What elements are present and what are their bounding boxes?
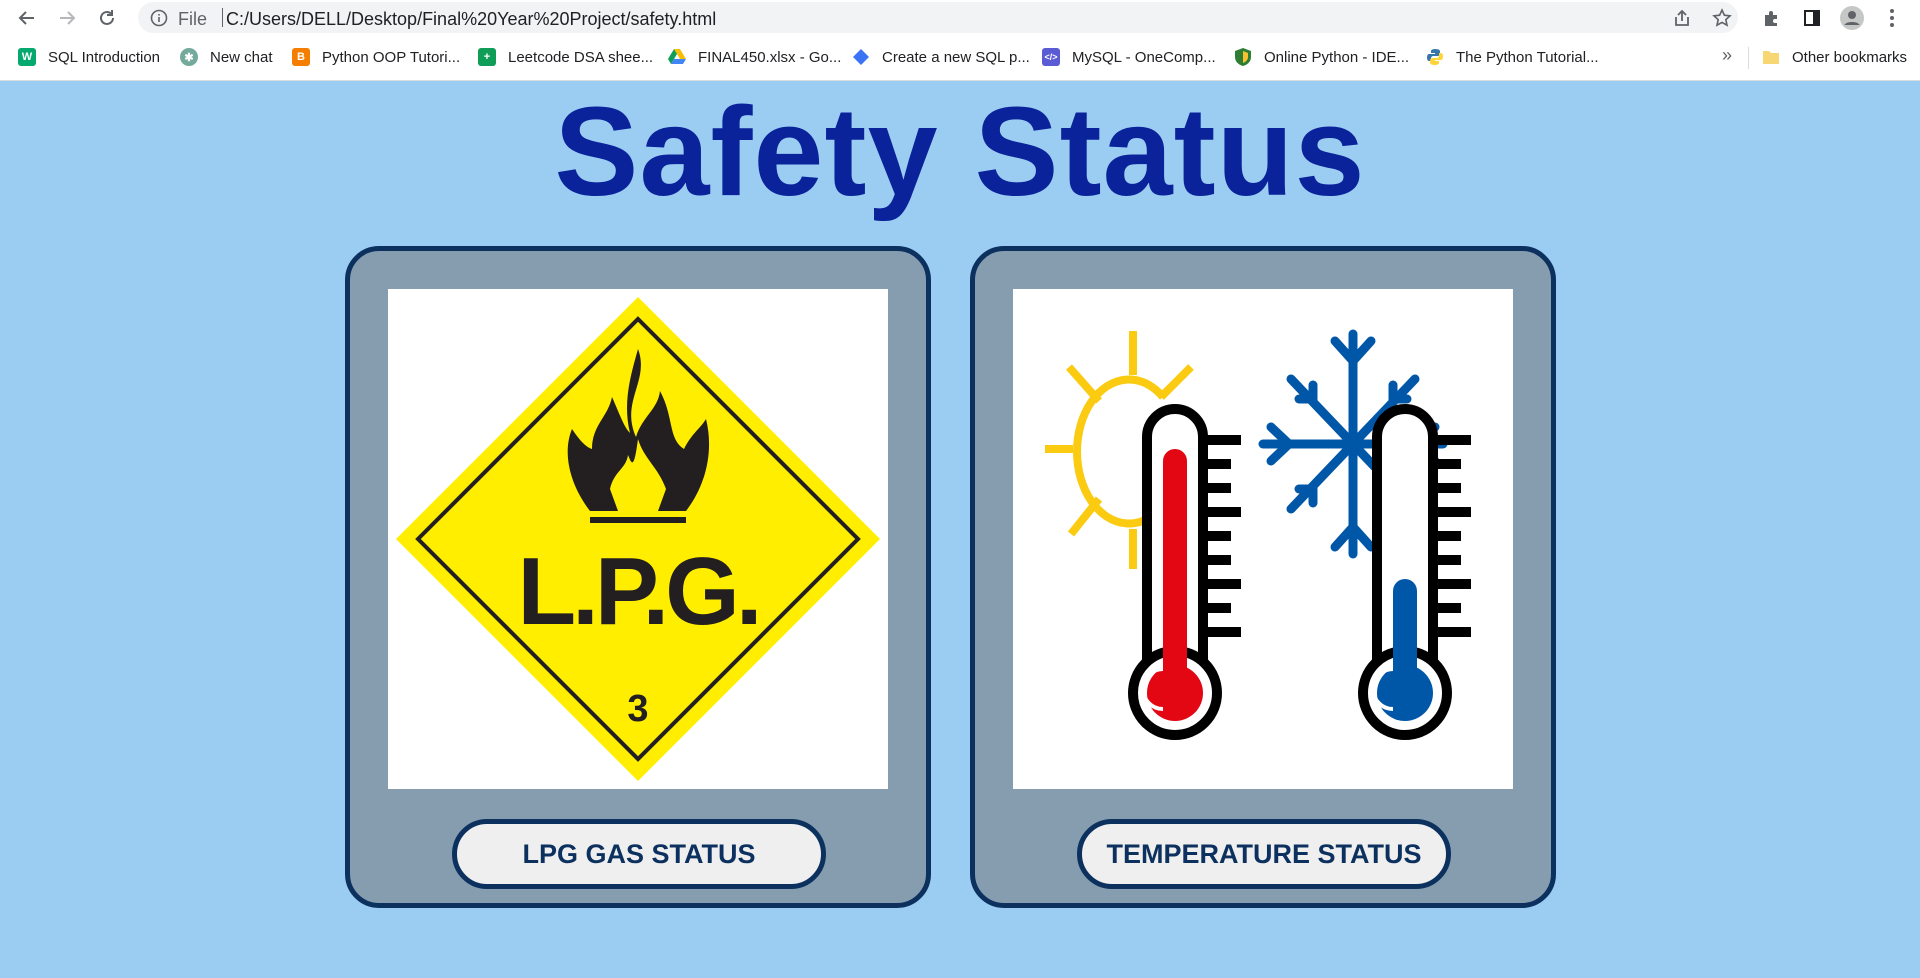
dbdiagram-icon [852,48,870,66]
info-icon[interactable] [150,9,168,27]
bookmarks-overflow-button[interactable]: » [1722,45,1733,65]
bookmark-online-python[interactable]: Online Python - IDE... [1234,45,1409,69]
reload-button[interactable] [94,5,120,31]
bookmark-final450[interactable]: FINAL450.xlsx - Go... [668,45,841,69]
side-panel-icon [1804,10,1820,26]
bookmark-create-sql[interactable]: Create a new SQL p... [852,45,1030,69]
lpg-gas-status-button[interactable]: LPG GAS STATUS [452,819,826,889]
google-drive-icon [668,48,686,66]
bookmark-python-oop[interactable]: B Python OOP Tutori... [292,45,460,69]
address-bar[interactable]: File C:/Users/DELL/Desktop/Final%20Year%… [138,2,1738,33]
url-scheme: File [178,9,208,29]
bookmark-label: SQL Introduction [48,48,161,66]
other-bookmarks-folder[interactable]: Other bookmarks [1762,45,1907,69]
bookmark-label: The Python Tutorial... [1456,48,1599,66]
share-icon[interactable] [1672,8,1692,28]
hot-thermometer-icon [1128,404,1241,740]
page-title: Safety Status [554,81,1366,222]
lpg-hazard-sign: L.P.G. 3 [388,289,888,789]
lpg-status-card: L.P.G. 3 LPG GAS STATUS [345,246,931,908]
back-button[interactable] [14,5,40,31]
sun-icon [1045,331,1194,569]
extensions-button[interactable] [1759,5,1785,31]
other-bookmarks-label: Other bookmarks [1792,48,1908,66]
side-panel-button[interactable] [1799,5,1825,31]
bookmark-python-tutorial[interactable]: The Python Tutorial... [1426,45,1599,69]
url-text[interactable]: C:/Users/DELL/Desktop/Final%20Year%20Pro… [226,9,717,29]
avatar-icon [1840,6,1864,30]
w3schools-icon: W [18,48,36,66]
browser-menu-button[interactable] [1879,5,1905,31]
chatgpt-icon: ✱ [180,48,198,66]
blogger-icon: B [292,48,310,66]
python-icon [1426,48,1444,66]
temperature-status-button[interactable]: TEMPERATURE STATUS [1077,819,1451,889]
bookmark-label: Online Python - IDE... [1264,48,1410,66]
google-sheets-icon: + [478,48,496,66]
onecompiler-icon: </> [1042,48,1060,66]
bookmark-label: Leetcode DSA shee... [508,48,654,66]
kebab-menu-icon [1890,9,1894,27]
bookmark-label: Create a new SQL p... [882,48,1030,66]
temperature-status-card: TEMPERATURE STATUS [970,246,1556,908]
puzzle-icon [1765,11,1777,26]
shield-icon [1234,48,1252,66]
browser-toolbar: File C:/Users/DELL/Desktop/Final%20Year%… [0,0,1920,35]
forward-button[interactable] [54,5,80,31]
star-icon[interactable] [1712,8,1732,28]
bookmark-leetcode-dsa[interactable]: + Leetcode DSA shee... [478,45,653,69]
lpg-sign-text: L.P.G. [518,538,759,645]
folder-icon [1762,48,1780,66]
arrow-left-icon [18,11,34,25]
url-separator [222,8,223,27]
bookmark-label: Python OOP Tutori... [322,48,461,66]
lpg-sign-class: 3 [627,688,648,730]
bookmark-label: FINAL450.xlsx - Go... [698,48,842,66]
bookmark-new-chat[interactable]: ✱ New chat [180,45,273,69]
bookmark-label: New chat [210,48,273,66]
bookmark-sql-introduction[interactable]: W SQL Introduction [18,45,160,69]
bookmarks-bar: W SQL Introduction ✱ New chat B Python O… [0,35,1920,81]
bookmarks-divider [1748,47,1749,69]
bookmark-mysql-onecompiler[interactable]: </> MySQL - OneComp... [1042,45,1216,69]
temperature-illustration [1013,289,1513,789]
flame-icon [567,349,710,523]
bookmark-label: MySQL - OneComp... [1072,48,1216,66]
arrow-right-icon [60,11,76,25]
profile-button[interactable] [1839,5,1865,31]
reload-icon [100,10,114,25]
cold-thermometer-icon [1358,404,1471,740]
